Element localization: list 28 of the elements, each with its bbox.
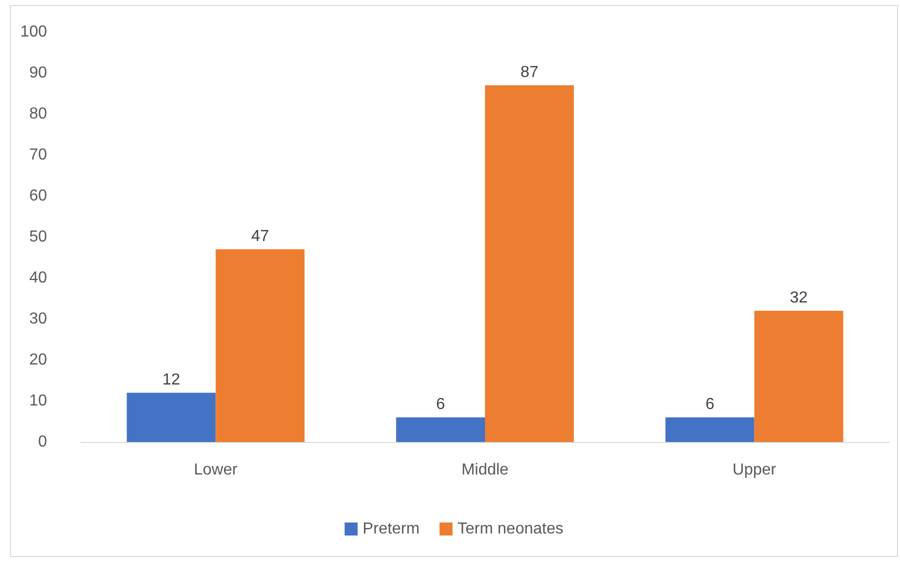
y-tick-label: 20 bbox=[29, 352, 48, 368]
bar bbox=[126, 392, 216, 442]
legend-label: Term neonates bbox=[458, 520, 564, 538]
bar bbox=[485, 85, 574, 442]
y-tick-label: 70 bbox=[29, 146, 48, 164]
x-tick-label: Upper bbox=[732, 462, 777, 478]
bar bbox=[754, 310, 844, 442]
data-label: 32 bbox=[790, 289, 808, 306]
y-tick-label: 60 bbox=[29, 188, 48, 204]
data-label: 87 bbox=[520, 64, 538, 81]
x-tick-label: Lower bbox=[194, 462, 238, 478]
data-label: 6 bbox=[705, 396, 714, 413]
bar bbox=[665, 417, 754, 442]
bar bbox=[396, 417, 485, 442]
data-label: 47 bbox=[251, 228, 270, 245]
x-tick-label: Middle bbox=[461, 462, 509, 478]
y-tick-label: 50 bbox=[29, 228, 48, 246]
legend-label: Preterm bbox=[362, 520, 420, 538]
y-tick-label: 40 bbox=[29, 270, 48, 286]
y-tick-label: 90 bbox=[29, 64, 48, 82]
y-tick-label: 80 bbox=[29, 106, 48, 122]
bar bbox=[216, 249, 305, 442]
data-label: 12 bbox=[162, 371, 180, 388]
data-label: 6 bbox=[436, 396, 446, 413]
y-tick-label: 0 bbox=[38, 434, 48, 450]
y-tick-label: 30 bbox=[29, 310, 48, 328]
y-tick-label: 100 bbox=[20, 24, 48, 40]
y-tick-label: 10 bbox=[29, 392, 48, 410]
